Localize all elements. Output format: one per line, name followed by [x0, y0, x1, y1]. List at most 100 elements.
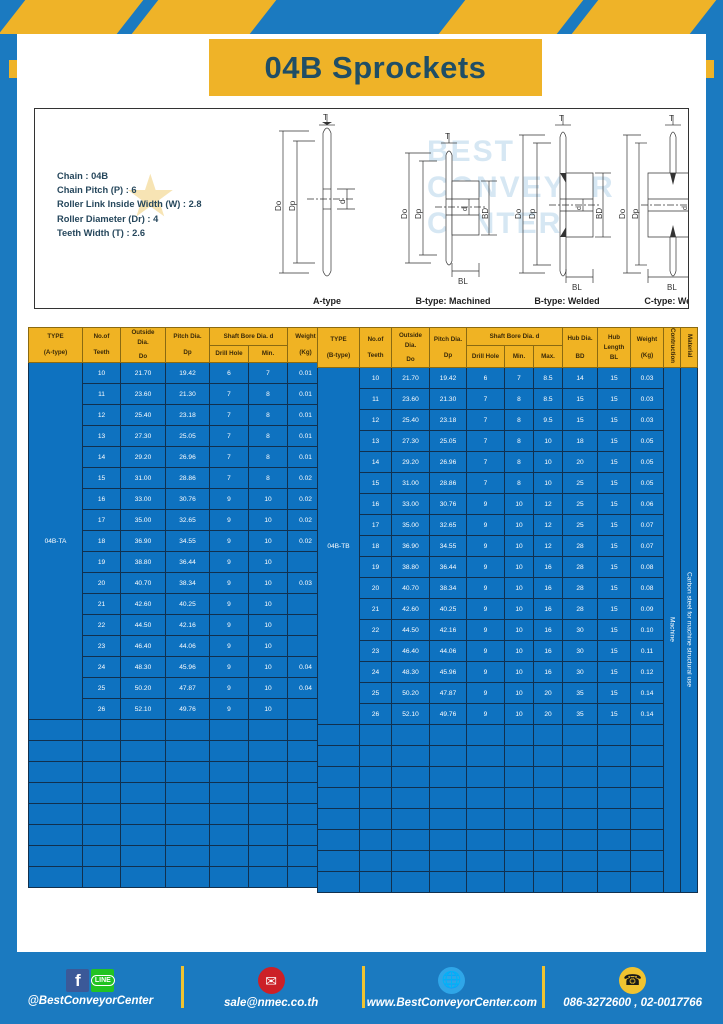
cell-do: 44.50 [391, 619, 430, 642]
cell-drill: 9 [209, 551, 249, 573]
cell-teeth: 17 [359, 514, 392, 537]
svg-text:Do: Do [618, 208, 627, 219]
cell-blank [597, 871, 631, 894]
cell-max: 10 [533, 430, 563, 453]
cell-blank [630, 724, 664, 747]
footer-item-phone[interactable]: ☎ 086-3272600 , 02-0017766 [542, 952, 723, 1024]
cell-blank [287, 761, 324, 783]
cell-blank [120, 824, 166, 846]
th-hub-len-sub1: Length [603, 343, 625, 351]
cell-blank [504, 850, 534, 873]
phone-icon[interactable]: ☎ [619, 967, 647, 994]
cell-min: 10 [504, 682, 534, 705]
cell-blank [562, 808, 598, 831]
table-row: 04B-TB 10 21.70 19.42 6 7 8.5 14 15 0.03 Machine Ca… [317, 367, 698, 894]
cell-do: 42.60 [120, 593, 166, 615]
edge-tick [9, 60, 17, 78]
figure-c-type-welded: T [615, 111, 688, 307]
table-a-body: 04B-TA 10 21.70 19.42 6 7 0.01 11 23.60 21.30 7 8 0.… [28, 362, 324, 888]
cell-teeth: 21 [359, 598, 392, 621]
table-row: 26 52.10 49.76 9 10 [29, 698, 324, 720]
cell-bl: 15 [597, 388, 631, 411]
table-row-blank [28, 824, 324, 846]
globe-icon[interactable]: 🌐 [438, 967, 466, 994]
cell-drill: 9 [209, 635, 249, 657]
footer-item-website[interactable]: 🌐 www.BestConveyorCenter.com [361, 952, 543, 1024]
cell-drill: 6 [466, 367, 505, 390]
c-type-welded-drawing: T [618, 114, 688, 292]
b-type-welded-drawing: T [514, 114, 611, 292]
cell-dp: 23.18 [165, 404, 210, 426]
cell-dp: 49.76 [429, 703, 467, 726]
cell-teeth: 14 [82, 446, 121, 468]
cell-dp: 30.76 [165, 488, 210, 510]
footer-item-social[interactable]: f LINE @BestConveyorCenter [0, 952, 181, 1024]
cell-do: 52.10 [120, 698, 166, 720]
table-row: 20 40.70 38.34 9 10 16 28 15 0.08 [318, 577, 698, 600]
email-icon[interactable]: ✉ [257, 967, 285, 994]
cell-blank [597, 766, 631, 789]
cell-material-label: Carbon steel for machine structural use [685, 571, 693, 687]
line-icon[interactable]: LINE [90, 969, 115, 992]
table-row-blank [28, 740, 324, 762]
footer-item-email[interactable]: ✉ sale@nmec.co.th [180, 952, 362, 1024]
cell-bl: 15 [597, 451, 631, 474]
svg-text:T: T [445, 132, 450, 141]
th-type-main: TYPE [47, 333, 64, 340]
cell-teeth: 21 [82, 593, 121, 615]
table-b-type: TYPE (B-type) No.of Teeth Outside Dia. [317, 326, 698, 894]
cell-do: 36.90 [120, 530, 166, 552]
cell-blank [391, 745, 430, 768]
cell-blank [287, 719, 324, 741]
th-outside-dia: Outside Dia. Do [391, 326, 430, 369]
cell-dp: 40.25 [429, 598, 467, 621]
footer-text-social: @BestConveyorCenter [27, 995, 154, 1007]
cell-drill: 9 [209, 593, 249, 615]
cell-blank [317, 745, 360, 768]
cell-do: 21.70 [391, 367, 430, 390]
cell-dp: 38.34 [165, 572, 210, 594]
cell-blank [317, 724, 360, 747]
cell-blank [82, 803, 121, 825]
cell-dp: 19.42 [165, 362, 210, 384]
cell-dp: 44.06 [165, 635, 210, 657]
th-teeth-sub: Teeth [367, 351, 384, 359]
facebook-icon[interactable]: f [66, 969, 90, 992]
cell-bd: 15 [562, 409, 598, 432]
cell-dp: 36.44 [429, 556, 467, 579]
cell-teeth: 12 [82, 404, 121, 426]
svg-text:T: T [323, 113, 328, 122]
cell-blank [630, 871, 664, 894]
cell-teeth: 23 [82, 635, 121, 657]
table-row: 16 33.00 30.76 9 10 12 25 15 0.06 [318, 493, 698, 516]
svg-text:d: d [338, 200, 347, 204]
cell-min: 10 [504, 493, 534, 516]
spec-line-pitch: Chain Pitch (P) : 6 [57, 185, 137, 196]
cell-drill: 7 [209, 404, 249, 426]
cell-min: 7 [248, 362, 288, 384]
a-type-drawing: Do Dp d T [274, 113, 355, 277]
th-outside-main: Outside [398, 331, 423, 339]
th-pitch-sub: Dp [443, 351, 453, 359]
cell-blank [533, 850, 563, 873]
cell-blank [209, 782, 249, 804]
cell-weight: 0.11 [630, 640, 664, 663]
cell-blank [120, 761, 166, 783]
cell-bd: 15 [562, 388, 598, 411]
th-pitch-dia: Pitch Dia. Dp [165, 327, 210, 363]
cell-bd: 30 [562, 640, 598, 663]
cell-blank [209, 824, 249, 846]
cell-blank [28, 866, 83, 888]
table-row: 21 42.60 40.25 9 10 16 28 15 0.09 [318, 598, 698, 621]
cell-blank [165, 803, 210, 825]
th-pitch-sub: Dp [183, 349, 192, 356]
table-row-blank [317, 724, 698, 747]
cell-blank [533, 724, 563, 747]
table-row: 04B-TA 10 21.70 19.42 6 7 0.01 [28, 362, 324, 720]
cell-bd: 25 [562, 472, 598, 495]
cell-blank [562, 745, 598, 768]
cell-blank [165, 824, 210, 846]
cell-dp: 25.05 [429, 430, 467, 453]
cell-bl: 15 [597, 661, 631, 684]
cell-dp: 21.30 [429, 388, 467, 411]
